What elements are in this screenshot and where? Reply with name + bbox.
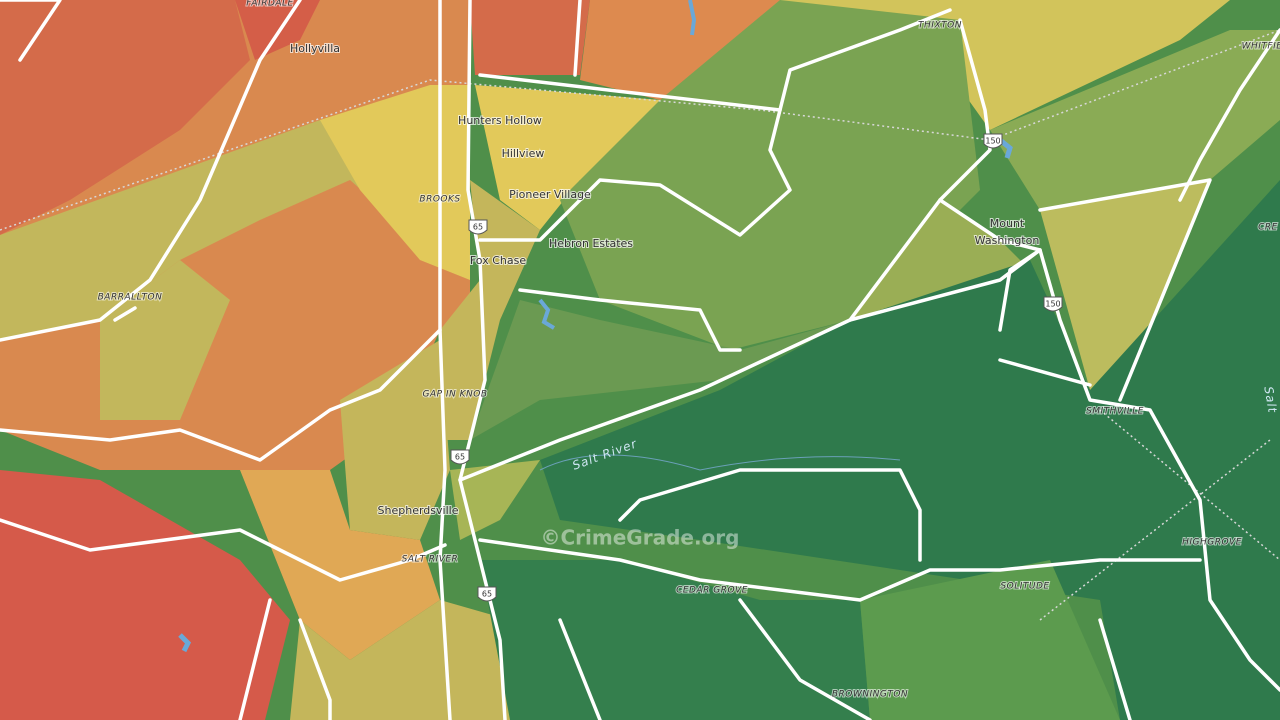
road [558,598,1132,720]
lake [998,138,1013,159]
labels: FAIRDALE Hollyvilla Hunters Hollow Hillview… [97,0,1280,701]
road [478,538,1202,602]
road [0,0,137,322]
road [938,198,1280,692]
road [0,328,442,462]
zone [480,560,870,720]
lake [688,0,697,36]
road [0,518,447,582]
road [848,18,992,322]
place-label: Hebron Estates [549,237,633,250]
zone [320,85,470,280]
place-label: FAIRDALE [246,0,294,9]
place-label: SMITHVILLE [1086,407,1144,417]
zone [0,470,290,720]
place-label: BROWNINGTON [832,690,908,700]
highway-shield: 150 [1043,296,1063,312]
shield-shape [1043,296,1063,312]
interstate [458,0,507,720]
county-line [0,29,1280,231]
road [1178,28,1280,202]
zone [290,600,510,720]
place-label: SALT RIVER [402,555,459,565]
zone [235,0,320,60]
place-label: CRE [1258,223,1278,233]
zone [540,180,1280,720]
shield-shape [477,586,497,602]
lake [538,298,556,330]
place-label: BARRALLTON [98,293,163,303]
road [618,468,922,562]
boundaries [0,29,1280,621]
highway-shield: 65 [450,449,470,465]
zone [470,300,850,440]
place-label: Shepherdsville [378,504,459,517]
road [1038,178,1212,402]
zone [0,100,440,340]
place-label: SOLITUDE [1000,582,1049,592]
zone [100,260,230,420]
road [518,288,742,352]
place-label: Hunters Hollow [458,114,542,127]
road [238,598,332,720]
shield-number: 65 [473,223,483,232]
zone [450,460,540,540]
place-label: Hillview [502,147,545,160]
shield-number: 150 [985,137,1000,146]
place-label: Washington [975,234,1040,247]
place-label: WHITFIE [1242,42,1280,52]
place-label: Salt [1261,385,1280,414]
lake [178,633,192,653]
zone [470,0,590,75]
zone [340,340,450,540]
place-label: BROOKS [419,195,460,205]
road [438,0,452,720]
zone [475,85,660,230]
zone [1040,180,1210,400]
highway-shield: 150 [983,133,1003,149]
shield-number: 65 [455,453,465,462]
place-label: THIXTON [918,21,962,31]
place-label: Hollyvilla [290,42,340,55]
zone [0,0,250,235]
river [539,454,901,471]
place-label: Mount [990,217,1025,230]
zone [560,0,980,350]
place-label: Pioneer Village [509,188,591,201]
highway-shield: 65 [468,219,488,235]
zone [440,180,540,440]
place-label: GAP IN KNOB [422,390,487,400]
highway-shield: 65 [477,586,497,602]
road [458,248,1042,482]
county-line [1039,409,1280,621]
shield-shape [468,219,488,235]
road [998,248,1092,387]
zone [240,470,440,660]
watermark: ©CrimeGrade.org [541,526,740,550]
zone [990,30,1280,210]
road [0,0,302,342]
place-label: HIGHGROVE [1182,538,1242,548]
road [478,8,952,242]
water [178,0,1013,653]
shield-shape [450,449,470,465]
shield-number: 65 [482,590,492,599]
shield-shape [983,133,1003,149]
zone [860,560,1120,720]
shield-number: 150 [1045,300,1060,309]
place-label: CEDAR GROVE [676,586,748,596]
road [478,0,782,112]
place-label: Fox Chase [470,254,526,267]
